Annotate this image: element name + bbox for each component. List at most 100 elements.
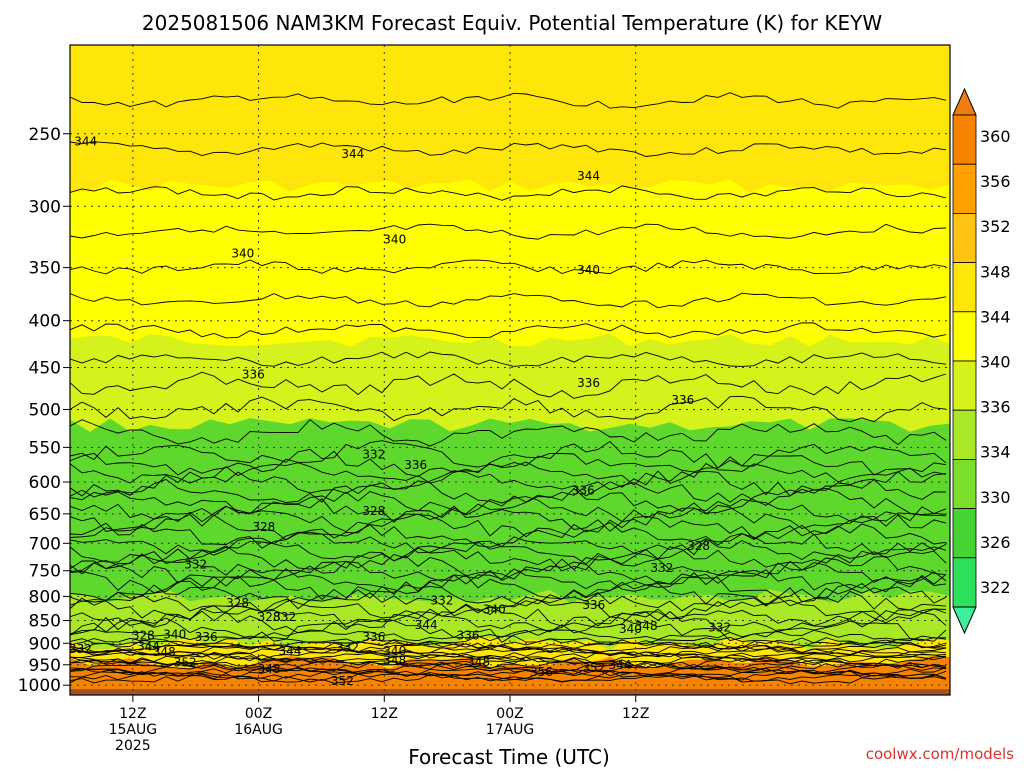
contour-line	[70, 669, 947, 682]
contour-label: 328	[362, 504, 385, 518]
plot-area: 3443443443403403403363363363363363323283…	[69, 44, 951, 696]
colorbar-segment	[952, 508, 977, 559]
contour-line	[70, 629, 947, 642]
colorbar-segment	[952, 262, 977, 313]
y-tick-label: 400	[29, 312, 61, 332]
contour-label: 332	[184, 557, 207, 571]
contour-label: 344	[609, 658, 632, 672]
colorbar-segment	[952, 458, 977, 509]
colorbar: 322 326 330 334 336 340 344 348 352 356 360	[952, 87, 1011, 635]
contour-label: 344	[415, 618, 438, 632]
contour-label: 336	[457, 629, 480, 643]
x-tick-label: 17AUG	[486, 722, 535, 738]
y-tick-label: 1000	[18, 676, 61, 696]
contour-line	[70, 637, 947, 649]
credit-text: coolwx.com/models	[866, 745, 1014, 763]
colorbar-tick-label: 330	[980, 488, 1011, 507]
contour-label: 356	[530, 665, 553, 679]
surface-band	[70, 689, 950, 695]
contour-label: 352	[582, 661, 605, 675]
y-tick-label: 600	[29, 473, 61, 493]
contour-label: 336	[582, 598, 605, 612]
contour-line	[70, 185, 947, 201]
colorbar-tick-label: 352	[980, 217, 1011, 236]
x-tick-label: 15AUG	[109, 722, 158, 738]
colorbar-segment	[952, 557, 977, 608]
contour-label: 332	[273, 610, 296, 624]
y-tick-label: 700	[29, 534, 61, 554]
x-tick-label: 16AUG	[234, 722, 283, 738]
contour-label: 336	[577, 376, 600, 390]
contour-label: 328	[258, 610, 281, 624]
contour-label: 332	[430, 593, 453, 607]
y-tick-label: 850	[29, 612, 61, 632]
chart-title: 2025081506 NAM3KM Forecast Equiv. Potent…	[142, 11, 882, 35]
contour-line	[70, 588, 947, 617]
contour-line	[70, 496, 947, 524]
contour-label: 328	[226, 596, 249, 610]
contour-line	[70, 574, 947, 603]
contour-label: 344	[137, 639, 160, 653]
contour-label: 336	[242, 368, 265, 382]
colorbar-arrow-min	[952, 606, 977, 635]
contour-line	[70, 545, 947, 572]
contour-label: 336	[195, 630, 218, 644]
contour-line	[70, 560, 947, 588]
contour-line	[70, 223, 947, 240]
contour-line	[70, 653, 947, 664]
contour-label: 340	[577, 263, 600, 277]
colorbar-segment	[952, 163, 977, 214]
contour-line	[70, 596, 947, 624]
contour-label: 340	[383, 644, 406, 658]
contour-label: 348	[258, 662, 281, 676]
contour-line	[70, 322, 947, 339]
x-tick-label: 00Z	[496, 706, 523, 722]
y-tick-label: 450	[29, 359, 61, 379]
y-axis: 2503003504004505005506006507007508008509…	[18, 125, 70, 696]
y-tick-label: 800	[29, 587, 61, 607]
contour-label: 332	[708, 620, 731, 634]
y-tick-label: 500	[29, 400, 61, 420]
contour-line	[70, 648, 947, 661]
contour-label: 344	[74, 135, 97, 149]
contour-line	[70, 581, 947, 610]
contour-line	[70, 645, 947, 659]
contour-lines	[70, 92, 947, 685]
field-layer	[70, 179, 950, 351]
y-tick-label: 750	[29, 562, 61, 582]
contour-label: 340	[231, 247, 254, 261]
contour-line	[70, 553, 947, 580]
colorbar-tick-label: 336	[980, 398, 1011, 417]
x-tick-label: 12Z	[622, 706, 649, 722]
contour-label: 344	[279, 644, 302, 658]
contour-line	[70, 532, 947, 556]
contour-label: 340	[619, 622, 642, 636]
field-layer	[70, 45, 950, 196]
contour-label: 328	[687, 539, 710, 553]
field-layer	[70, 333, 950, 436]
contour-line	[70, 371, 947, 399]
contour-label: 340	[483, 603, 506, 617]
contour-label: 336	[572, 484, 595, 498]
contour-line	[70, 259, 947, 275]
contour-label: 348	[467, 655, 490, 669]
contour-line	[70, 608, 947, 637]
contour-label: 332	[336, 641, 359, 655]
contour-line	[70, 487, 947, 516]
contour-line	[70, 292, 947, 309]
contour-label: 332	[69, 642, 92, 656]
x-tick-label: 00Z	[245, 706, 272, 722]
contour-line	[70, 658, 947, 672]
contour-label: 332	[650, 561, 673, 575]
colorbar-segment	[952, 114, 977, 165]
contour-line	[70, 141, 947, 157]
contour-line	[70, 92, 947, 109]
contour-line	[70, 450, 947, 477]
contour-label: 344	[577, 169, 600, 183]
colorbar-tick-label: 344	[980, 307, 1011, 326]
contour-label: 340	[383, 232, 406, 246]
x-axis-label: Forecast Time (UTC)	[408, 745, 610, 768]
contour-line	[70, 470, 947, 497]
field-layers	[70, 45, 950, 695]
colorbar-segment	[952, 360, 977, 411]
